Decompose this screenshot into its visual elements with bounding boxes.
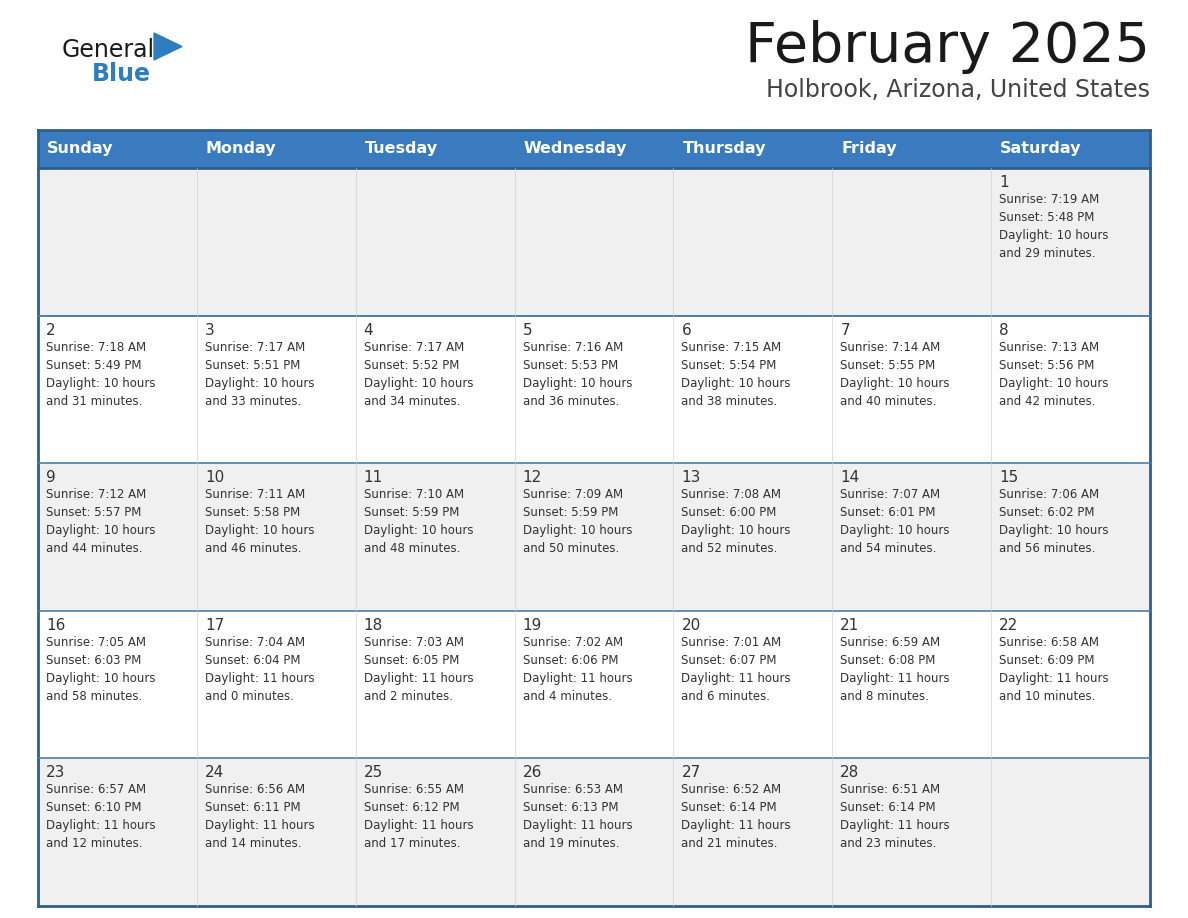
Text: 26: 26 [523, 766, 542, 780]
Text: Sunrise: 7:19 AM
Sunset: 5:48 PM
Daylight: 10 hours
and 29 minutes.: Sunrise: 7:19 AM Sunset: 5:48 PM Dayligh… [999, 193, 1108, 260]
Text: 16: 16 [46, 618, 65, 633]
Text: Sunrise: 7:13 AM
Sunset: 5:56 PM
Daylight: 10 hours
and 42 minutes.: Sunrise: 7:13 AM Sunset: 5:56 PM Dayligh… [999, 341, 1108, 408]
Text: Holbrook, Arizona, United States: Holbrook, Arizona, United States [766, 78, 1150, 102]
Text: Sunrise: 6:53 AM
Sunset: 6:13 PM
Daylight: 11 hours
and 19 minutes.: Sunrise: 6:53 AM Sunset: 6:13 PM Dayligh… [523, 783, 632, 850]
Text: Sunrise: 6:55 AM
Sunset: 6:12 PM
Daylight: 11 hours
and 17 minutes.: Sunrise: 6:55 AM Sunset: 6:12 PM Dayligh… [364, 783, 473, 850]
Text: 22: 22 [999, 618, 1018, 633]
Text: 15: 15 [999, 470, 1018, 486]
Text: 23: 23 [46, 766, 65, 780]
Bar [38, 168, 1150, 316]
Text: 21: 21 [840, 618, 860, 633]
Text: Thursday: Thursday [682, 141, 766, 156]
Text: 13: 13 [682, 470, 701, 486]
Text: Saturday: Saturday [1000, 141, 1081, 156]
Bar [514, 130, 674, 168]
Text: Sunrise: 7:02 AM
Sunset: 6:06 PM
Daylight: 11 hours
and 4 minutes.: Sunrise: 7:02 AM Sunset: 6:06 PM Dayligh… [523, 636, 632, 703]
Text: Sunrise: 7:18 AM
Sunset: 5:49 PM
Daylight: 10 hours
and 31 minutes.: Sunrise: 7:18 AM Sunset: 5:49 PM Dayligh… [46, 341, 156, 408]
Text: Sunrise: 7:10 AM
Sunset: 5:59 PM
Daylight: 10 hours
and 48 minutes.: Sunrise: 7:10 AM Sunset: 5:59 PM Dayligh… [364, 488, 473, 555]
Text: 17: 17 [204, 618, 225, 633]
Text: 7: 7 [840, 322, 849, 338]
Text: 20: 20 [682, 618, 701, 633]
Text: February 2025: February 2025 [745, 20, 1150, 74]
Text: 1: 1 [999, 175, 1009, 190]
Text: Sunrise: 7:05 AM
Sunset: 6:03 PM
Daylight: 10 hours
and 58 minutes.: Sunrise: 7:05 AM Sunset: 6:03 PM Dayligh… [46, 636, 156, 703]
Text: Sunrise: 7:08 AM
Sunset: 6:00 PM
Daylight: 10 hours
and 52 minutes.: Sunrise: 7:08 AM Sunset: 6:00 PM Dayligh… [682, 488, 791, 555]
Bar [38, 316, 1150, 464]
Text: 2: 2 [46, 322, 56, 338]
Text: Sunrise: 6:51 AM
Sunset: 6:14 PM
Daylight: 11 hours
and 23 minutes.: Sunrise: 6:51 AM Sunset: 6:14 PM Dayligh… [840, 783, 950, 850]
Text: Sunrise: 7:14 AM
Sunset: 5:55 PM
Daylight: 10 hours
and 40 minutes.: Sunrise: 7:14 AM Sunset: 5:55 PM Dayligh… [840, 341, 949, 408]
Text: Sunrise: 6:56 AM
Sunset: 6:11 PM
Daylight: 11 hours
and 14 minutes.: Sunrise: 6:56 AM Sunset: 6:11 PM Dayligh… [204, 783, 315, 850]
Text: Sunrise: 7:17 AM
Sunset: 5:51 PM
Daylight: 10 hours
and 33 minutes.: Sunrise: 7:17 AM Sunset: 5:51 PM Dayligh… [204, 341, 315, 408]
Bar [38, 130, 197, 168]
Text: 5: 5 [523, 322, 532, 338]
Text: 24: 24 [204, 766, 225, 780]
Text: 8: 8 [999, 322, 1009, 338]
Text: Sunrise: 6:57 AM
Sunset: 6:10 PM
Daylight: 11 hours
and 12 minutes.: Sunrise: 6:57 AM Sunset: 6:10 PM Dayligh… [46, 783, 156, 850]
Text: 14: 14 [840, 470, 860, 486]
Text: 3: 3 [204, 322, 215, 338]
Text: Sunrise: 7:04 AM
Sunset: 6:04 PM
Daylight: 11 hours
and 0 minutes.: Sunrise: 7:04 AM Sunset: 6:04 PM Dayligh… [204, 636, 315, 703]
Text: 25: 25 [364, 766, 383, 780]
Text: Sunrise: 6:52 AM
Sunset: 6:14 PM
Daylight: 11 hours
and 21 minutes.: Sunrise: 6:52 AM Sunset: 6:14 PM Dayligh… [682, 783, 791, 850]
Text: Sunrise: 7:15 AM
Sunset: 5:54 PM
Daylight: 10 hours
and 38 minutes.: Sunrise: 7:15 AM Sunset: 5:54 PM Dayligh… [682, 341, 791, 408]
Text: Sunrise: 7:03 AM
Sunset: 6:05 PM
Daylight: 11 hours
and 2 minutes.: Sunrise: 7:03 AM Sunset: 6:05 PM Dayligh… [364, 636, 473, 703]
Text: Sunrise: 7:12 AM
Sunset: 5:57 PM
Daylight: 10 hours
and 44 minutes.: Sunrise: 7:12 AM Sunset: 5:57 PM Dayligh… [46, 488, 156, 555]
Text: Sunrise: 7:11 AM
Sunset: 5:58 PM
Daylight: 10 hours
and 46 minutes.: Sunrise: 7:11 AM Sunset: 5:58 PM Dayligh… [204, 488, 315, 555]
Text: Wednesday: Wednesday [524, 141, 627, 156]
Bar [991, 130, 1150, 168]
Text: Sunrise: 7:09 AM
Sunset: 5:59 PM
Daylight: 10 hours
and 50 minutes.: Sunrise: 7:09 AM Sunset: 5:59 PM Dayligh… [523, 488, 632, 555]
Text: 11: 11 [364, 470, 383, 486]
Text: 28: 28 [840, 766, 860, 780]
Bar [38, 464, 1150, 610]
Text: 10: 10 [204, 470, 225, 486]
Bar [674, 130, 833, 168]
Text: 18: 18 [364, 618, 383, 633]
Text: Sunrise: 7:07 AM
Sunset: 6:01 PM
Daylight: 10 hours
and 54 minutes.: Sunrise: 7:07 AM Sunset: 6:01 PM Dayligh… [840, 488, 949, 555]
Text: 12: 12 [523, 470, 542, 486]
Bar [197, 130, 355, 168]
Text: 19: 19 [523, 618, 542, 633]
Text: Sunday: Sunday [48, 141, 114, 156]
Text: Blue: Blue [91, 62, 151, 86]
Text: Sunrise: 7:17 AM
Sunset: 5:52 PM
Daylight: 10 hours
and 34 minutes.: Sunrise: 7:17 AM Sunset: 5:52 PM Dayligh… [364, 341, 473, 408]
Text: Sunrise: 7:06 AM
Sunset: 6:02 PM
Daylight: 10 hours
and 56 minutes.: Sunrise: 7:06 AM Sunset: 6:02 PM Dayligh… [999, 488, 1108, 555]
Text: 27: 27 [682, 766, 701, 780]
Text: Friday: Friday [841, 141, 897, 156]
Text: Sunrise: 6:59 AM
Sunset: 6:08 PM
Daylight: 11 hours
and 8 minutes.: Sunrise: 6:59 AM Sunset: 6:08 PM Dayligh… [840, 636, 950, 703]
Text: 4: 4 [364, 322, 373, 338]
Text: Sunrise: 6:58 AM
Sunset: 6:09 PM
Daylight: 11 hours
and 10 minutes.: Sunrise: 6:58 AM Sunset: 6:09 PM Dayligh… [999, 636, 1108, 703]
Text: 6: 6 [682, 322, 691, 338]
Text: General: General [62, 38, 156, 62]
Text: Sunrise: 7:01 AM
Sunset: 6:07 PM
Daylight: 11 hours
and 6 minutes.: Sunrise: 7:01 AM Sunset: 6:07 PM Dayligh… [682, 636, 791, 703]
Bar [38, 758, 1150, 906]
Text: 9: 9 [46, 470, 56, 486]
Bar [38, 610, 1150, 758]
Bar [355, 130, 514, 168]
Bar [833, 130, 991, 168]
Polygon shape [154, 33, 182, 60]
Text: Tuesday: Tuesday [365, 141, 438, 156]
Text: Monday: Monday [206, 141, 277, 156]
Text: Sunrise: 7:16 AM
Sunset: 5:53 PM
Daylight: 10 hours
and 36 minutes.: Sunrise: 7:16 AM Sunset: 5:53 PM Dayligh… [523, 341, 632, 408]
